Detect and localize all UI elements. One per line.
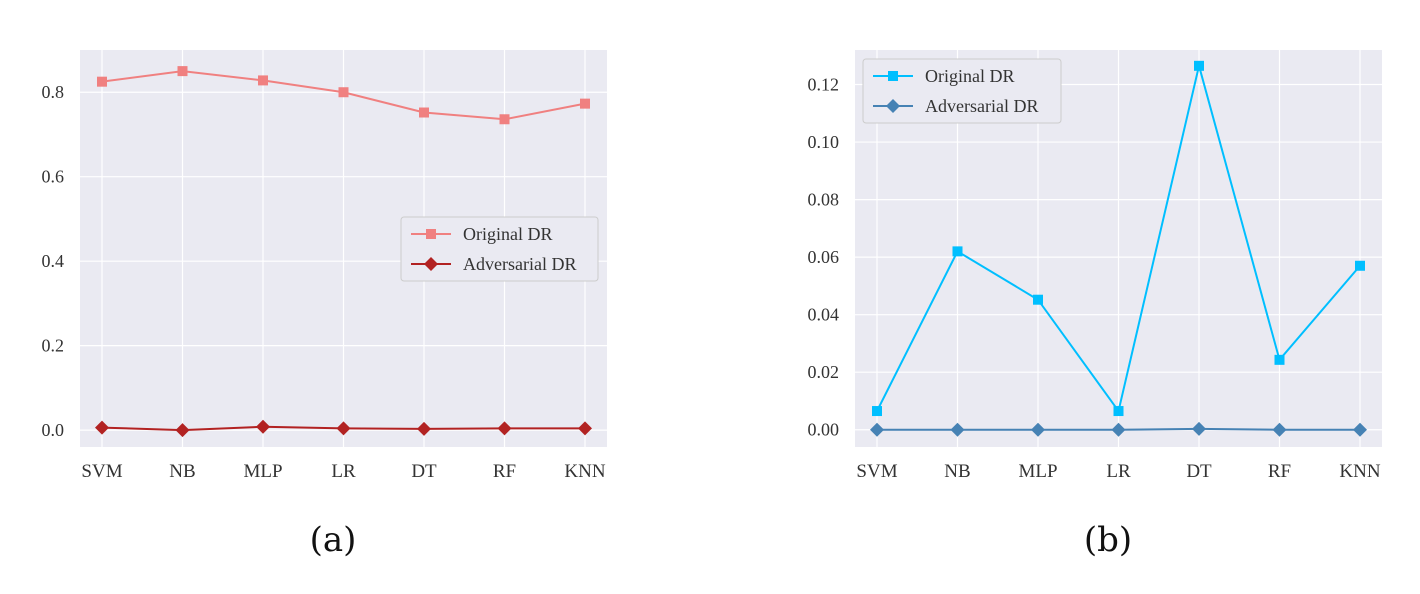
legend-marker-b-1 xyxy=(886,99,900,113)
ytick-label-b-0: 0.00 xyxy=(808,420,840,440)
xtick-label-b-1: NB xyxy=(944,461,970,482)
xtick-label-b-6: KNN xyxy=(1339,461,1380,482)
legend-a: Original DR Adversarial DR xyxy=(400,216,599,282)
point-a-0-3 xyxy=(338,87,349,98)
legend-marker-a-0 xyxy=(426,229,436,239)
point-b-1-3 xyxy=(1111,422,1126,437)
point-b-0-3 xyxy=(1113,406,1124,417)
legend-label-b-0: Original DR xyxy=(925,66,1015,86)
ytick-label-a-3: 0.6 xyxy=(42,167,65,187)
point-a-1-6 xyxy=(578,421,592,436)
xtick-label-b-0: SVM xyxy=(856,461,897,482)
panel-b-caption: (b) xyxy=(1083,520,1133,560)
legend-b: Original DR Adversarial DR xyxy=(862,58,1062,124)
legend-label-a-0: Original DR xyxy=(463,224,553,244)
point-b-0-5 xyxy=(1274,354,1285,365)
xtick-label-b-5: RF xyxy=(1268,461,1291,482)
point-b-1-6 xyxy=(1353,422,1367,437)
point-a-1-4 xyxy=(417,421,431,436)
point-a-1-1 xyxy=(175,423,190,438)
ytick-label-b-3: 0.06 xyxy=(808,247,840,267)
point-a-1-3 xyxy=(336,421,351,436)
point-a-1-2 xyxy=(256,419,270,434)
point-b-1-5 xyxy=(1272,422,1287,437)
panel-a-chart: 0.0 0.2 0.4 0.6 0.8 SVM NB MLP LR DT RF KNN Original… xyxy=(42,50,607,482)
point-b-0-6 xyxy=(1355,260,1365,271)
xtick-label-a-3: LR xyxy=(331,461,356,482)
point-b-0-2 xyxy=(1033,294,1043,305)
legend-marker-b-0 xyxy=(888,71,898,81)
ytick-label-a-1: 0.2 xyxy=(42,336,65,356)
point-a-0-6 xyxy=(580,98,590,109)
point-a-1-5 xyxy=(497,421,512,436)
xtick-label-a-0: SVM xyxy=(81,461,122,482)
point-b-1-2 xyxy=(1031,422,1045,437)
ytick-label-b-5: 0.10 xyxy=(808,132,840,152)
point-b-1-0 xyxy=(870,422,884,437)
ytick-label-b-2: 0.04 xyxy=(808,305,840,325)
ytick-label-a-4: 0.8 xyxy=(42,82,65,102)
point-b-0-1 xyxy=(952,246,963,257)
point-a-0-5 xyxy=(499,114,510,125)
legend-label-b-1: Adversarial DR xyxy=(925,96,1038,116)
ytick-label-b-1: 0.02 xyxy=(808,362,840,382)
point-a-0-2 xyxy=(258,75,268,86)
xtick-label-a-2: MLP xyxy=(243,461,282,482)
xtick-label-a-1: NB xyxy=(169,461,195,482)
ytick-label-b-4: 0.08 xyxy=(808,190,840,210)
xtick-label-a-4: DT xyxy=(411,461,437,482)
point-a-1-0 xyxy=(95,420,109,435)
xtick-label-a-5: RF xyxy=(493,461,516,482)
legend-marker-a-1 xyxy=(424,257,438,271)
xtick-label-b-4: DT xyxy=(1186,461,1212,482)
ytick-label-b-6: 0.12 xyxy=(808,75,840,95)
panel-b-chart: 0.00 0.02 0.04 0.06 0.08 0.10 0.12 SVM NB MLP LR DT… xyxy=(808,50,1382,482)
point-b-1-1 xyxy=(950,422,965,437)
point-a-0-4 xyxy=(419,107,429,118)
point-a-0-1 xyxy=(177,66,188,77)
legend-label-a-1: Adversarial DR xyxy=(463,254,576,274)
point-b-0-0 xyxy=(872,406,882,417)
ytick-label-a-2: 0.4 xyxy=(42,251,65,271)
point-b-0-4 xyxy=(1194,60,1204,71)
xtick-label-b-3: LR xyxy=(1106,461,1131,482)
point-a-0-0 xyxy=(97,76,107,87)
ytick-label-a-0: 0.0 xyxy=(42,420,65,440)
point-b-1-4 xyxy=(1192,421,1206,436)
xtick-label-b-2: MLP xyxy=(1018,461,1057,482)
panel-a-caption: (a) xyxy=(309,520,357,560)
xtick-label-a-6: KNN xyxy=(564,461,605,482)
